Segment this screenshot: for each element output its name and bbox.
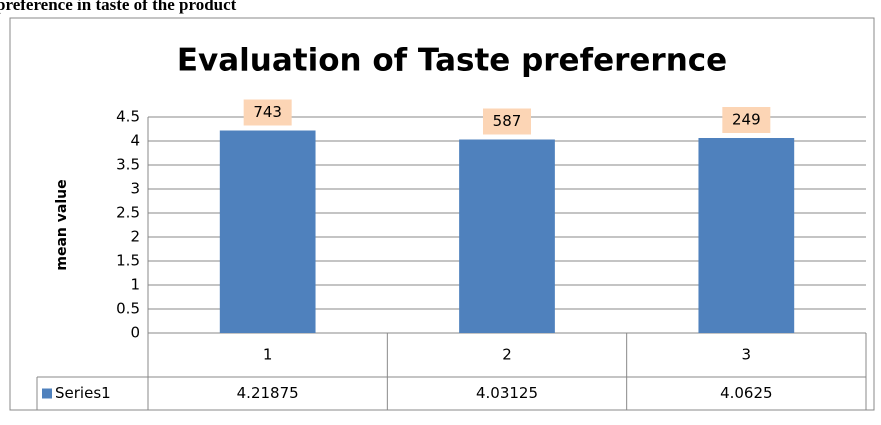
x-tick-label: 1 [263,346,273,364]
y-tick-label: 0.5 [116,300,140,318]
data-label: 587 [493,112,522,130]
y-tick-label: 4 [130,132,140,150]
legend-swatch [42,388,52,399]
chart-title: Evaluation of Taste preferernce [177,43,727,79]
x-tick-label: 2 [502,346,512,364]
legend-label: Series1 [55,384,111,402]
y-tick-label: 0 [130,324,140,342]
data-label-box [722,107,771,133]
x-tick-label: 3 [742,346,752,364]
data-label: 249 [732,111,761,129]
y-tick-label: 3 [130,180,140,198]
y-axis-label: mean value [54,179,70,270]
bar [459,139,555,333]
bar [698,138,795,333]
y-tick-label: 2 [130,228,140,246]
bar [219,130,316,333]
y-tick-label: 2.5 [116,204,140,222]
table-value: 4.03125 [476,384,538,402]
data-label-box [483,108,531,135]
y-tick-label: 1 [130,276,140,294]
table-value: 4.21875 [237,384,299,402]
y-tick-label: 4.5 [116,108,140,126]
y-tick-label: 3.5 [116,156,140,174]
data-label: 743 [253,103,282,121]
caption: preference in taste of the product [0,0,237,14]
table-value: 4.0625 [720,384,773,402]
y-tick-label: 1.5 [116,252,140,270]
data-label-box [243,99,292,126]
